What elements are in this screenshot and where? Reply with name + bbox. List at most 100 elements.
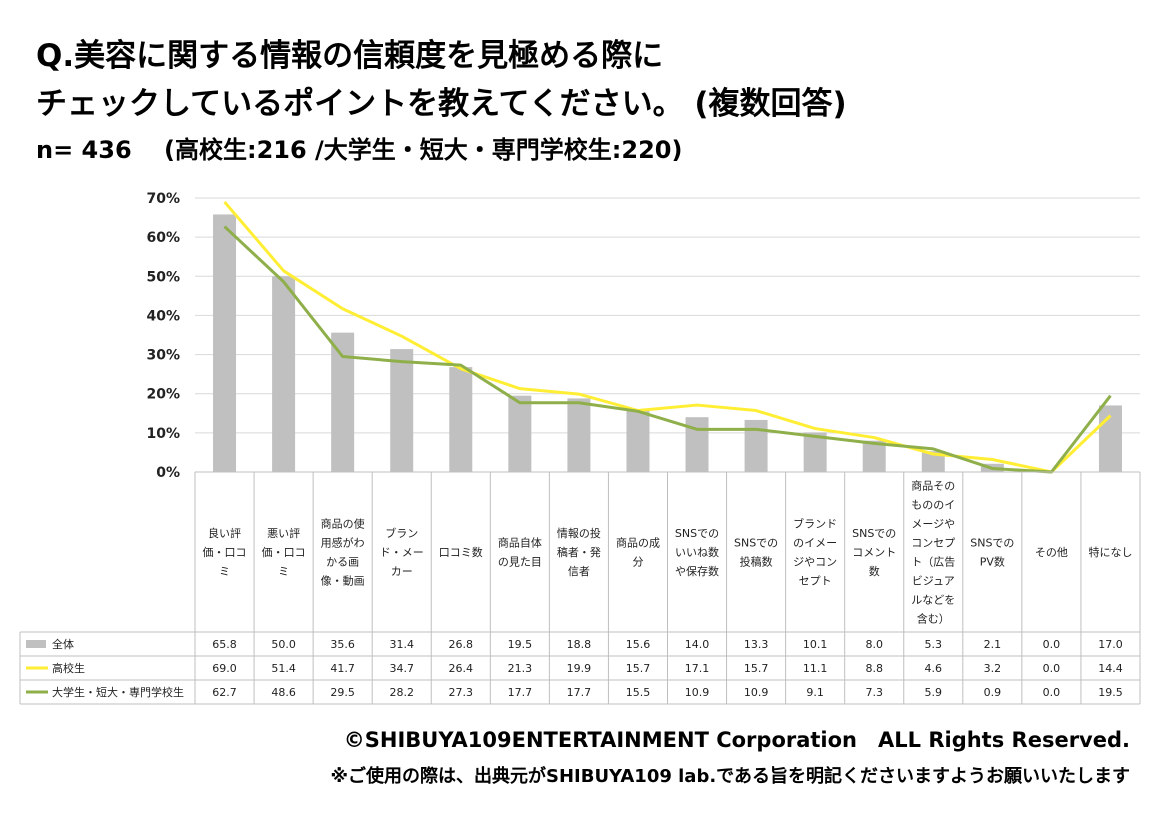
data-label: 31.4	[389, 638, 414, 651]
data-label: 11.1	[803, 662, 828, 675]
category-label: 稿者・発	[557, 545, 601, 559]
data-label: 14.0	[685, 638, 710, 651]
data-label: 50.0	[271, 638, 296, 651]
data-label: 0.0	[1043, 686, 1061, 699]
data-label: 28.2	[389, 686, 414, 699]
category-label: ルなどを	[911, 594, 955, 607]
category-label: ト（広告	[911, 556, 955, 569]
data-label: 17.0	[1098, 638, 1123, 651]
bar-total	[1098, 405, 1122, 472]
category-label: 信者	[568, 565, 590, 578]
category-label: 商品その	[911, 479, 955, 493]
data-label: 4.6	[925, 662, 943, 675]
category-label: SNSでの	[734, 537, 778, 550]
y-tick-label: 40%	[146, 308, 180, 324]
legend-label: 大学生・短大・専門学校生	[52, 685, 184, 699]
category-label: 情報の投	[557, 526, 601, 540]
category-label: 含む）	[917, 612, 950, 626]
y-tick-label: 20%	[146, 387, 180, 403]
data-label: 19.5	[508, 638, 533, 651]
data-label: 0.0	[1043, 638, 1061, 651]
category-label: ビジュア	[912, 575, 955, 588]
y-tick-label: 50%	[146, 269, 180, 285]
data-label: 10.9	[685, 686, 710, 699]
bar-total	[921, 451, 945, 472]
category-label: ミ	[278, 565, 289, 578]
data-label: 0.0	[1043, 662, 1061, 675]
category-label: SNSでの	[852, 527, 896, 540]
data-label: 26.4	[449, 662, 474, 675]
data-label: 15.5	[626, 686, 651, 699]
category-label: ド・メー	[380, 546, 424, 559]
category-label: 商品自体	[498, 536, 542, 550]
category-label: ジやコン	[793, 556, 837, 569]
category-label: 良い評	[208, 526, 241, 540]
category-label: 特になし	[1088, 545, 1132, 559]
y-tick-label: 60%	[146, 230, 180, 246]
category-label: PV数	[980, 556, 1005, 569]
category-label: 分	[632, 556, 643, 569]
data-label: 19.5	[1098, 686, 1123, 699]
category-label: メージや	[911, 518, 955, 531]
data-label: 51.4	[271, 662, 296, 675]
category-label: 価・口コ	[203, 546, 247, 559]
data-label: 15.7	[744, 662, 769, 675]
data-label: 48.6	[271, 686, 296, 699]
data-label: 10.1	[803, 638, 828, 651]
category-label: や保存数	[675, 564, 719, 578]
bar-total	[390, 349, 414, 472]
data-label: 8.8	[865, 662, 883, 675]
category-label: の見た目	[498, 556, 542, 569]
data-label: 17.7	[567, 686, 592, 699]
bar-total	[803, 432, 827, 472]
data-label: 15.6	[626, 638, 651, 651]
bar-total	[685, 417, 709, 472]
chart-subtitle: n= 436 (高校生:216 /大学生・短大・専門学校生:220)	[36, 136, 683, 164]
category-label: 商品の使	[321, 517, 365, 531]
category-label: もののイ	[911, 499, 955, 512]
data-label: 10.9	[744, 686, 769, 699]
category-label: コンセプ	[911, 537, 955, 550]
data-label: 14.4	[1098, 662, 1123, 675]
category-label: カー	[391, 565, 413, 578]
data-label: 26.8	[449, 638, 474, 651]
data-label: 29.5	[330, 686, 355, 699]
category-label: 価・口コ	[262, 546, 306, 559]
data-label: 7.3	[865, 686, 883, 699]
data-label: 2.1	[984, 638, 1002, 651]
category-label: 投稿数	[740, 555, 773, 569]
data-label: 13.3	[744, 638, 769, 651]
data-label: 17.7	[508, 686, 533, 699]
bar-total	[744, 419, 768, 472]
y-tick-label: 10%	[146, 426, 180, 442]
data-label: 62.7	[212, 686, 237, 699]
category-label: セプト	[799, 575, 832, 588]
legend-key-total	[26, 640, 46, 648]
data-label: 41.7	[330, 662, 355, 675]
category-label: のイメー	[793, 537, 837, 550]
category-label: ミ	[219, 565, 230, 578]
data-label: 18.8	[567, 638, 592, 651]
data-label: 35.6	[330, 638, 355, 651]
category-label: 悪い評	[267, 526, 300, 540]
data-label: 19.9	[567, 662, 592, 675]
y-tick-label: 70%	[146, 191, 180, 207]
category-label: 商品の成	[616, 536, 660, 550]
category-label: 像・動画	[321, 574, 365, 588]
usage-note: ※ご使用の際は、出典元がSHIBUYA109 lab.である旨を明記くださいます…	[330, 766, 1131, 787]
category-label: その他	[1035, 546, 1068, 559]
data-label: 34.7	[389, 662, 414, 675]
copyright-text: ©SHIBUYA109ENTERTAINMENT Corporation ALL…	[343, 728, 1130, 752]
y-tick-label: 30%	[146, 348, 180, 364]
category-label: 数	[869, 565, 880, 578]
data-label: 27.3	[449, 686, 474, 699]
category-label: ブランド	[793, 517, 837, 531]
data-label: 17.1	[685, 662, 710, 675]
category-label: 口コミ数	[439, 546, 483, 559]
bar-total	[331, 332, 355, 472]
category-label: SNSでの	[675, 527, 719, 540]
bar-total	[449, 367, 473, 472]
bar-total	[567, 398, 591, 472]
category-label: いいね数	[675, 546, 719, 559]
